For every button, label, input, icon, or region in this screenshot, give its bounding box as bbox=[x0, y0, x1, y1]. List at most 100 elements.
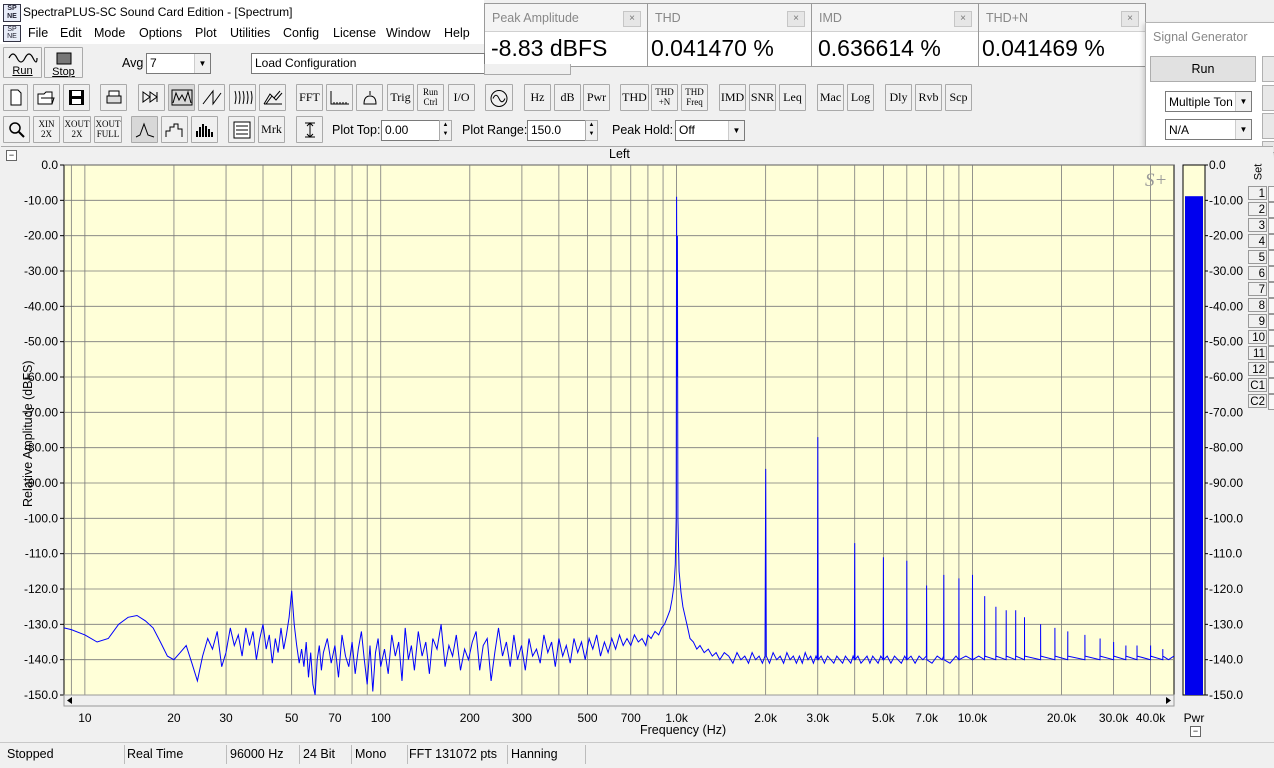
fast-forward-button[interactable] bbox=[138, 84, 165, 111]
thd-button[interactable]: THD bbox=[620, 84, 649, 111]
set-color-swatch[interactable] bbox=[1268, 186, 1274, 202]
set-color-swatch[interactable] bbox=[1268, 282, 1274, 298]
chevron-down-icon[interactable]: ▼ bbox=[194, 54, 210, 73]
spectrogram-button[interactable] bbox=[229, 84, 256, 111]
thd-freq-button[interactable]: THD Freq bbox=[681, 84, 708, 111]
set-color-swatch[interactable] bbox=[1268, 298, 1274, 314]
configuration-dropdown[interactable]: Load Configuration bbox=[251, 53, 485, 74]
scp-button[interactable]: Scp bbox=[945, 84, 972, 111]
set-button-2[interactable]: 2 bbox=[1248, 202, 1267, 216]
set-button-c2[interactable]: C2 bbox=[1248, 394, 1267, 408]
set-color-swatch[interactable] bbox=[1268, 330, 1274, 346]
rvb-button[interactable]: Rvb bbox=[915, 84, 942, 111]
set-button-3[interactable]: 3 bbox=[1248, 218, 1267, 232]
set-color-swatch[interactable] bbox=[1268, 378, 1274, 394]
set-button-12[interactable]: 12 bbox=[1248, 362, 1267, 376]
collapse-icon[interactable]: − bbox=[6, 150, 17, 161]
spectrum-chart[interactable]: 0.0 -10.00 -20.00 -30.00 -40.00 -50.00 -60.00 -… bbox=[0, 155, 1274, 740]
menu-mode[interactable]: Mode bbox=[94, 26, 126, 40]
scroll-right-icon[interactable] bbox=[1166, 697, 1171, 704]
configuration-dropdown-arrow[interactable] bbox=[484, 64, 571, 75]
chevron-down-icon[interactable]: ▼ bbox=[1235, 120, 1251, 139]
app-icon[interactable]: SP NE bbox=[3, 4, 21, 22]
set-color-swatch[interactable] bbox=[1268, 234, 1274, 250]
line-plot-button[interactable] bbox=[131, 116, 158, 143]
bar-plot-button[interactable] bbox=[191, 116, 218, 143]
collapse-icon[interactable]: − bbox=[1190, 726, 1201, 737]
set-button-11[interactable]: 11 bbox=[1248, 346, 1267, 360]
snr-button[interactable]: SNR bbox=[749, 84, 776, 111]
set-button-5[interactable]: 5 bbox=[1248, 250, 1267, 264]
x-out-full-button[interactable]: XOUT FULL bbox=[94, 116, 122, 143]
3d-surface-button[interactable] bbox=[259, 84, 286, 111]
menu-options[interactable]: Options bbox=[139, 26, 183, 40]
chevron-down-icon[interactable]: ▼ bbox=[1235, 92, 1251, 111]
mac-button[interactable]: Mac bbox=[817, 84, 844, 111]
set-color-swatch[interactable] bbox=[1268, 362, 1274, 378]
sampling-button[interactable] bbox=[326, 84, 353, 111]
set-button-6[interactable]: 6 bbox=[1248, 266, 1267, 280]
menu-license[interactable]: License bbox=[333, 26, 377, 40]
plot-range-spinner[interactable]: ▲ ▼ bbox=[585, 120, 598, 141]
scroll-left-icon[interactable] bbox=[67, 697, 72, 704]
menu-plot[interactable]: Plot bbox=[195, 26, 217, 40]
close-icon[interactable]: × bbox=[954, 11, 972, 27]
x-in-2x-button[interactable]: XIN 2X bbox=[33, 116, 60, 143]
plot-top-spinner[interactable]: ▲ ▼ bbox=[439, 120, 452, 141]
log-button[interactable]: Log bbox=[847, 84, 874, 111]
generator-side-button[interactable] bbox=[1262, 85, 1274, 111]
generator-side-button[interactable] bbox=[1262, 113, 1274, 139]
step-plot-button[interactable] bbox=[161, 116, 188, 143]
thd-n-button[interactable]: THD +N bbox=[651, 84, 678, 111]
spectrum-mode-button[interactable] bbox=[168, 84, 195, 111]
generator-button[interactable] bbox=[485, 84, 513, 111]
zoom-button[interactable] bbox=[3, 116, 30, 143]
menu-utilities[interactable]: Utilities bbox=[230, 26, 271, 40]
menu-edit[interactable]: Edit bbox=[60, 26, 82, 40]
marker-button[interactable]: Mrk bbox=[258, 116, 285, 143]
set-color-swatch[interactable] bbox=[1268, 314, 1274, 330]
set-button-10[interactable]: 10 bbox=[1248, 330, 1267, 344]
x-out-2x-button[interactable]: XOUT 2X bbox=[63, 116, 91, 143]
set-button-1[interactable]: 1 bbox=[1248, 186, 1267, 200]
close-icon[interactable]: × bbox=[1121, 11, 1139, 27]
set-button-c1[interactable]: C1 bbox=[1248, 378, 1267, 392]
horizontal-scrollbar[interactable] bbox=[63, 694, 1175, 707]
imd-button[interactable]: IMD bbox=[719, 84, 746, 111]
set-color-swatch[interactable] bbox=[1268, 394, 1274, 410]
dly-button[interactable]: Dly bbox=[885, 84, 912, 111]
generator-option-dropdown[interactable]: N/A ▼ bbox=[1165, 119, 1252, 140]
signal-generator-run-button[interactable]: Run bbox=[1150, 56, 1256, 82]
averaging-button[interactable] bbox=[356, 84, 383, 111]
new-button[interactable] bbox=[3, 84, 28, 111]
hz-button[interactable]: Hz bbox=[524, 84, 551, 111]
plot-top-input[interactable]: 0.00 ▲ ▼ bbox=[381, 120, 452, 141]
set-color-swatch[interactable] bbox=[1268, 250, 1274, 266]
set-button-7[interactable]: 7 bbox=[1248, 282, 1267, 296]
close-icon[interactable]: × bbox=[623, 11, 641, 27]
plot-range-input[interactable]: 150.0 ▲ ▼ bbox=[527, 120, 598, 141]
chevron-down-icon[interactable]: ▼ bbox=[728, 121, 744, 140]
db-button[interactable]: dB bbox=[554, 84, 581, 111]
leq-button[interactable]: Leq bbox=[779, 84, 806, 111]
stop-button[interactable]: Stop bbox=[44, 47, 83, 78]
io-button[interactable]: I/O bbox=[448, 84, 475, 111]
document-icon[interactable]: SP NE bbox=[3, 25, 21, 42]
trigger-button[interactable]: Trig bbox=[387, 84, 414, 111]
set-color-swatch[interactable] bbox=[1268, 202, 1274, 218]
run-control-button[interactable]: Run Ctrl bbox=[417, 84, 444, 111]
run-button[interactable]: Run bbox=[3, 47, 42, 78]
save-button[interactable] bbox=[63, 84, 90, 111]
peak-hold-dropdown[interactable]: Off ▼ bbox=[675, 120, 745, 141]
set-button-4[interactable]: 4 bbox=[1248, 234, 1267, 248]
set-color-swatch[interactable] bbox=[1268, 266, 1274, 282]
print-button[interactable] bbox=[100, 84, 127, 111]
avg-dropdown[interactable]: 7 ▼ bbox=[146, 53, 211, 74]
menu-window[interactable]: Window bbox=[386, 26, 431, 40]
close-icon[interactable]: × bbox=[787, 11, 805, 27]
menu-help[interactable]: Help bbox=[444, 26, 470, 40]
set-button-9[interactable]: 9 bbox=[1248, 314, 1267, 328]
autoscale-button[interactable] bbox=[296, 116, 323, 143]
fft-button[interactable]: FFT bbox=[296, 84, 323, 111]
set-color-swatch[interactable] bbox=[1268, 346, 1274, 362]
